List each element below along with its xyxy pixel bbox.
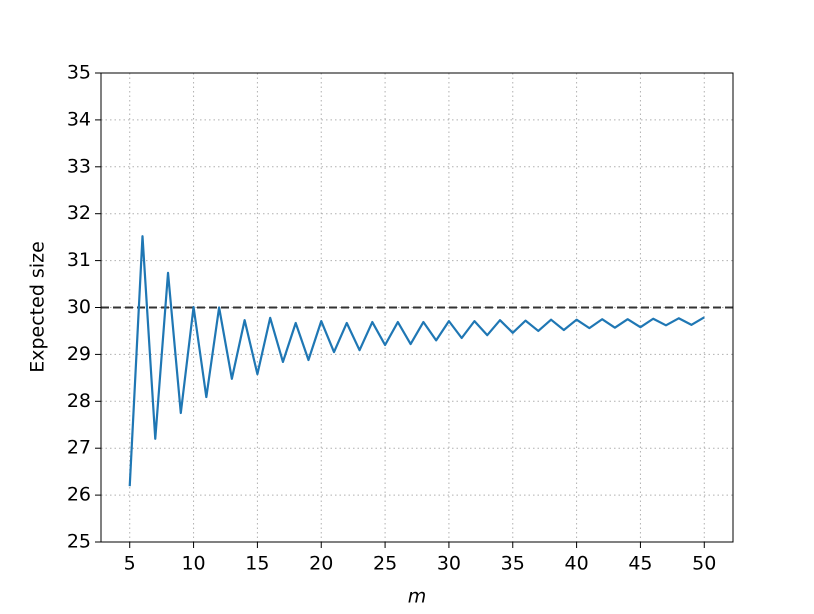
y-tick-label: 32 <box>67 202 91 224</box>
data-line <box>128 235 705 487</box>
y-tick-label: 25 <box>67 531 91 553</box>
x-tick-label: 35 <box>501 553 525 575</box>
x-tick-label: 30 <box>437 553 461 575</box>
x-tick-label: 15 <box>245 553 269 575</box>
y-tick-label: 31 <box>67 249 91 271</box>
x-tick-label: 40 <box>565 553 589 575</box>
y-tick-label: 35 <box>67 62 91 84</box>
x-axis-label: m <box>408 586 427 608</box>
y-axis-label: Expected size <box>27 241 49 373</box>
y-tick-label: 30 <box>67 296 91 318</box>
y-tick-label: 28 <box>67 390 91 412</box>
x-tick-label: 25 <box>373 553 397 575</box>
x-tick-label: 10 <box>181 553 205 575</box>
x-tick-label: 50 <box>692 553 716 575</box>
y-tick-label: 26 <box>67 484 91 506</box>
y-tick-label: 27 <box>67 437 91 459</box>
plot-frame <box>100 72 734 543</box>
x-tick-label: 20 <box>309 553 333 575</box>
x-tick-label: 45 <box>628 553 652 575</box>
y-tick-label: 33 <box>67 155 91 177</box>
x-tick-label: 5 <box>124 553 136 575</box>
y-tick-label: 34 <box>67 108 91 130</box>
y-tick-label: 29 <box>67 343 91 365</box>
